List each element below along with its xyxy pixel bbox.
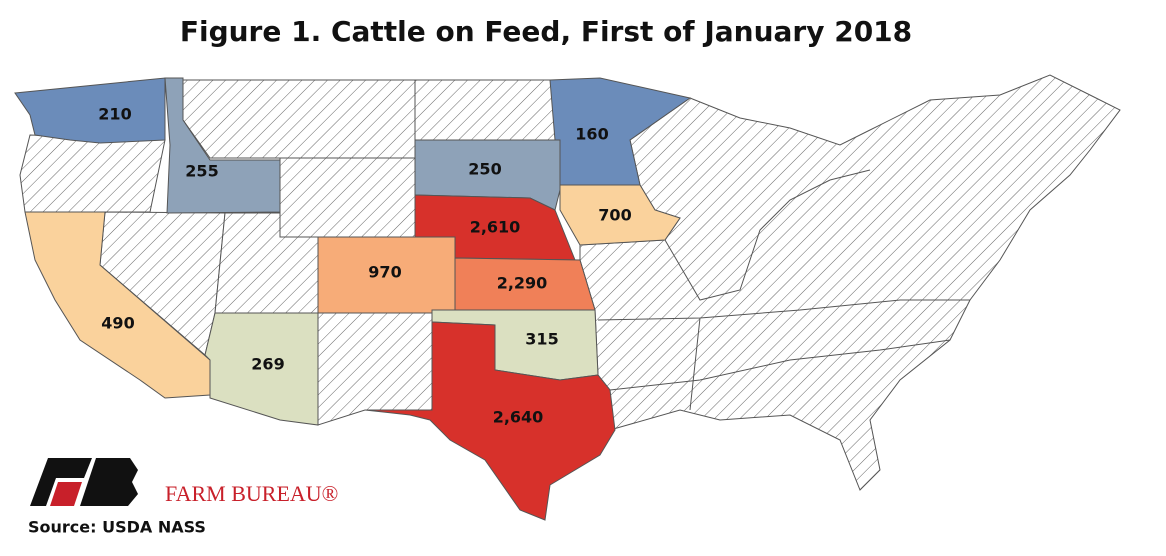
state-region bbox=[14, 77, 166, 144]
value-label: 2,640 bbox=[493, 408, 544, 427]
state-borders bbox=[609, 339, 951, 391]
state bbox=[182, 79, 416, 159]
state bbox=[317, 312, 433, 426]
logo-mark bbox=[80, 458, 138, 506]
value-label: 2,610 bbox=[470, 218, 521, 237]
state bbox=[579, 74, 1121, 491]
source: Source: USDA NASS bbox=[28, 518, 206, 537]
state-region bbox=[559, 184, 681, 246]
value-label: 255 bbox=[185, 162, 218, 181]
value-label: 250 bbox=[468, 160, 501, 179]
logo-text: FARM BUREAU® bbox=[165, 481, 338, 506]
value-label: 315 bbox=[525, 330, 558, 349]
hatched-states bbox=[19, 74, 1121, 491]
state-region bbox=[204, 312, 319, 426]
state bbox=[414, 79, 561, 141]
value-label: 210 bbox=[98, 105, 131, 124]
logo-mark bbox=[50, 482, 82, 506]
chart-title: Figure 1. Cattle on Feed, First of Janua… bbox=[180, 15, 912, 48]
state-region bbox=[24, 211, 211, 399]
state bbox=[19, 134, 166, 213]
value-label: 269 bbox=[251, 355, 284, 374]
value-label: 2,290 bbox=[497, 274, 548, 293]
logo: FARM BUREAU® bbox=[30, 458, 338, 506]
state-region bbox=[364, 321, 616, 521]
state-borders bbox=[664, 169, 871, 301]
state-region bbox=[164, 77, 281, 214]
value-label: 700 bbox=[598, 206, 631, 225]
logo-mark bbox=[30, 458, 92, 506]
state-borders bbox=[689, 317, 701, 411]
value-label: 160 bbox=[575, 125, 608, 144]
value-label: 970 bbox=[368, 263, 401, 282]
colored-states: 210 255 160 250 700 2,610 970 2,290 490 269 315 2,6… bbox=[14, 77, 692, 521]
value-label: 490 bbox=[101, 314, 134, 333]
state bbox=[279, 157, 416, 238]
state-borders bbox=[597, 299, 970, 321]
